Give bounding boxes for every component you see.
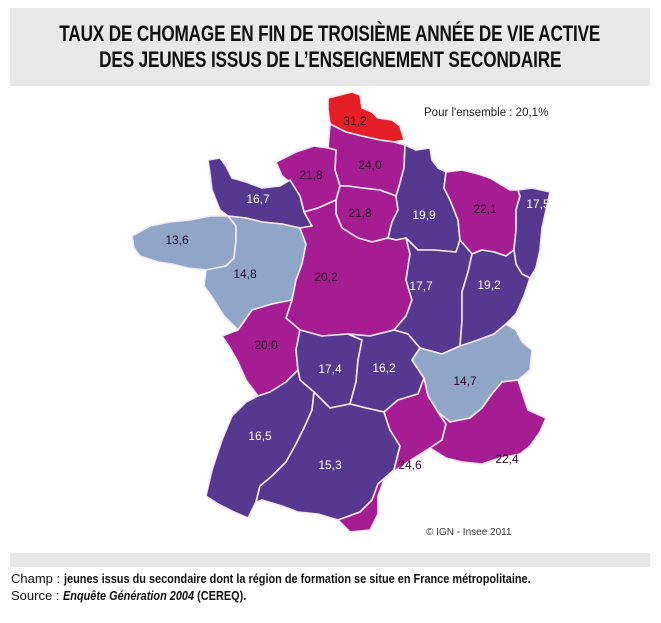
source-title: Enquête Génération 2004: [63, 588, 195, 603]
label-rhone-alpes: 14,7: [453, 374, 477, 388]
label-alsace: 17,5: [526, 197, 550, 211]
champ-label: Champ :: [11, 571, 61, 586]
label-limousin: 17,4: [318, 362, 342, 376]
region-provence-alpes-cote-d-azur: [429, 379, 547, 465]
label-basse-normandie: 16,7: [246, 192, 270, 206]
source-org: (CEREQ).: [197, 588, 247, 603]
label-bourgogne: 17,7: [409, 279, 433, 293]
label-provence-alpes-cote-d-azur: 22,4: [495, 452, 519, 466]
source-line: Source : Enquête Génération 2004 (CEREQ)…: [11, 587, 619, 604]
map-credit: © IGN - Insee 2011: [426, 527, 512, 538]
title-line-2: DES JEUNES ISSUS DE L’ENSEIGNEMENT SECON…: [98, 47, 562, 72]
label-centre: 20,2: [314, 270, 338, 284]
label-aquitaine: 16,5: [248, 429, 272, 443]
footer-notes: Champ : jeunes issus du secondaire dont …: [11, 570, 619, 604]
label-nord-pas-de-calais: 31,2: [343, 114, 367, 128]
label-picardie: 24,0: [358, 158, 382, 172]
title-line-1: TAUX DE CHOMAGE EN FIN DE TROISIÈME ANNÉ…: [59, 21, 601, 46]
label-champagne-ardenne: 19,9: [412, 208, 436, 222]
label-lorraine: 22,1: [473, 202, 497, 216]
label-languedoc-roussillon: 24,6: [398, 458, 422, 472]
label-ile-de-france: 21,8: [348, 206, 372, 220]
region-languedoc-roussillon: [337, 377, 447, 533]
overall-rate-note: Pour l'ensemble : 20,1%: [424, 107, 549, 119]
region-midi-pyrenees: [255, 391, 401, 521]
france-map: 31,2 24,0 21,8 21,8 19,9 22,1 17,5 16,7 …: [0, 86, 661, 548]
label-midi-pyrenees: 15,3: [318, 458, 342, 472]
label-haute-normandie: 21,8: [299, 168, 323, 182]
champ-line: Champ : jeunes issus du secondaire dont …: [11, 570, 619, 587]
footer-divider-bar: [10, 553, 650, 567]
source-value: Enquête Génération 2004 (CEREQ).: [63, 587, 246, 604]
title-banner: TAUX DE CHOMAGE EN FIN DE TROISIÈME ANNÉ…: [10, 8, 650, 86]
label-franche-comte: 19,2: [477, 278, 501, 292]
label-poitou-charentes: 20,0: [254, 338, 278, 352]
champ-value: jeunes issus du secondaire dont la régio…: [63, 571, 531, 586]
label-bretagne: 13,6: [165, 233, 189, 247]
label-auvergne: 16,2: [372, 361, 396, 375]
label-pays-de-la-loire: 14,8: [233, 267, 257, 281]
source-label: Source :: [11, 588, 60, 603]
map-svg: 31,2 24,0 21,8 21,8 19,9 22,1 17,5 16,7 …: [131, 91, 551, 533]
region-franche-comte: [459, 249, 531, 347]
